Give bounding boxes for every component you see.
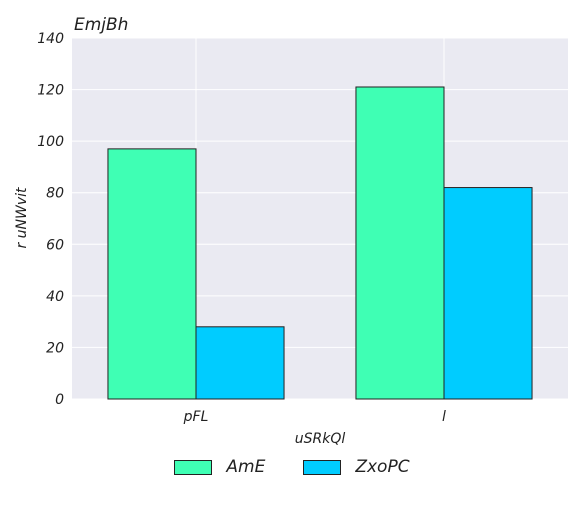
x-tick-label: pFL — [183, 409, 209, 425]
bar-zxopc-l — [444, 188, 532, 399]
bar-ame-l — [356, 87, 444, 399]
legend: AmE ZxoPC — [0, 452, 584, 482]
legend-item-zxopc: ZxoPC — [303, 457, 409, 477]
legend-label-zxopc: ZxoPC — [355, 457, 409, 477]
bar-zxopc-pfl — [196, 327, 284, 399]
x-axis-label: uSRkQl — [295, 431, 346, 447]
chart-title: EmjBh — [74, 15, 128, 35]
bar-ame-pfl — [108, 149, 196, 399]
y-tick-label: 0 — [55, 392, 64, 408]
legend-swatch-zxopc — [303, 460, 341, 475]
y-tick-label: 20 — [46, 340, 64, 356]
y-tick-label: 120 — [37, 83, 64, 99]
legend-item-ame: AmE — [174, 457, 265, 477]
y-tick-label: 100 — [37, 134, 64, 150]
y-tick-label: 140 — [37, 31, 64, 47]
x-tick-label: l — [442, 409, 446, 425]
legend-label-ame: AmE — [226, 457, 265, 477]
legend-swatch-ame — [174, 460, 212, 475]
x-axis-ticks: pFL l — [183, 409, 446, 425]
y-axis-ticks: 0 20 40 60 80 100 120 140 — [37, 31, 64, 408]
y-tick-label: 60 — [46, 237, 64, 253]
y-axis-label: r uNWvit — [14, 187, 30, 249]
y-tick-label: 40 — [46, 289, 64, 305]
y-tick-label: 80 — [46, 186, 64, 202]
